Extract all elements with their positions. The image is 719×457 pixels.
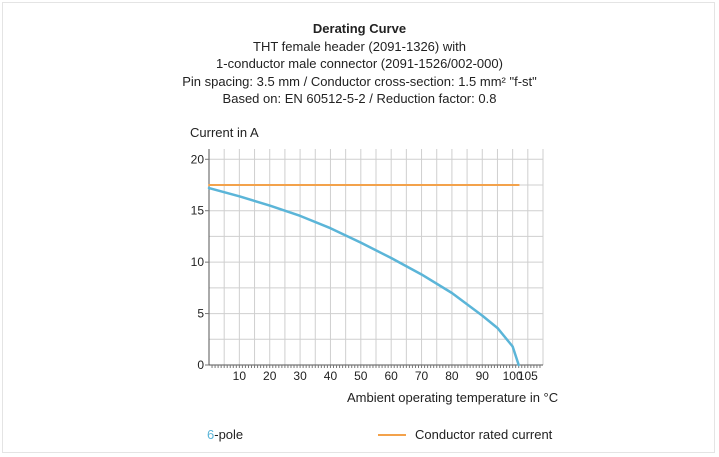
- chart-title: Derating Curve: [312, 21, 407, 36]
- x-tick-label: 40: [324, 369, 338, 383]
- y-tick-label: 5: [197, 307, 204, 321]
- y-tick-label: 10: [191, 255, 205, 269]
- x-tick-label: 90: [476, 369, 490, 383]
- x-tick-label: 50: [354, 369, 368, 383]
- y-tick-label: 15: [191, 204, 205, 218]
- x-tick-label: 70: [415, 369, 429, 383]
- legend-pole-suffix: -pole: [214, 427, 244, 442]
- chart-frame: [2, 2, 715, 453]
- legend-rated-swatch: [378, 433, 406, 436]
- x-tick-label: 100: [503, 369, 523, 383]
- x-tick-label: 30: [293, 369, 307, 383]
- x-tick-label: 60: [385, 369, 399, 383]
- x-tick-label: 20: [263, 369, 277, 383]
- series-line-6-pole: [207, 186, 520, 367]
- x-tick-label: 10: [233, 369, 247, 383]
- y-tick-label: 20: [191, 152, 205, 166]
- y-axis-title: Current in A: [190, 125, 259, 140]
- chart-subtitle-3: Pin spacing: 3.5 mm / Conductor cross-se…: [182, 73, 537, 89]
- legend-pole-number: 6: [207, 427, 215, 442]
- chart-subtitle-4: Based on: EN 60512-5-2 / Reduction facto…: [222, 91, 497, 106]
- legend-rated-label: Conductor rated current: [415, 427, 553, 442]
- chart-titles: Derating Curve THT female header (2091-1…: [0, 20, 719, 108]
- legend-item-6-pole: 6-pole: [207, 427, 243, 442]
- chart-subtitle-1: THT female header (2091-1326) with: [253, 38, 466, 54]
- y-tick-label: 0: [197, 358, 204, 372]
- x-tick-label: 80: [445, 369, 459, 383]
- legend-item-rated-current: Conductor rated current: [378, 427, 552, 442]
- x-tick-label: 105: [518, 369, 538, 383]
- x-axis-title: Ambient operating temperature in °C: [347, 390, 559, 405]
- chart-subtitle-2: 1-conductor male connector (2091-1526/00…: [216, 56, 503, 71]
